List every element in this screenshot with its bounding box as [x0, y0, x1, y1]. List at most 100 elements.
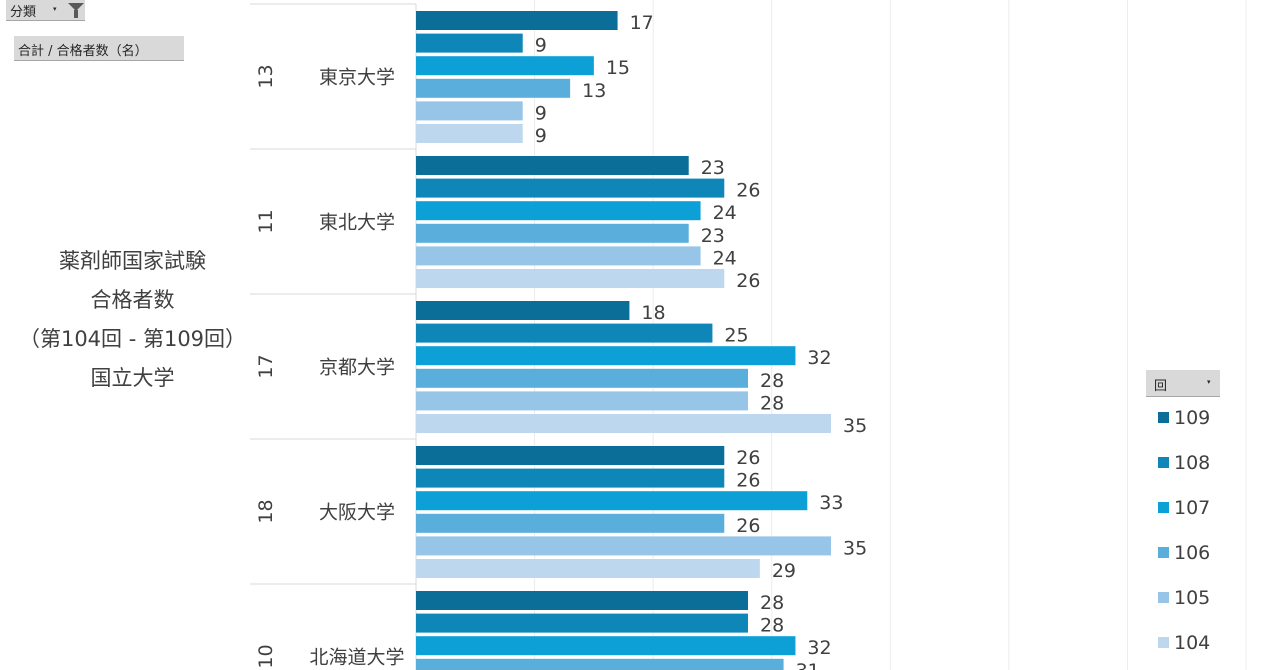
filter-label: 分類: [10, 5, 37, 20]
data-label: 23: [701, 225, 725, 247]
legend-swatch: [1158, 592, 1169, 603]
data-label: 18: [641, 302, 665, 324]
bar: [416, 636, 796, 656]
category-rank-label: 13: [255, 64, 277, 88]
category-rank-label: 17: [255, 354, 277, 378]
bar: [416, 156, 689, 175]
data-label: 24: [713, 202, 737, 224]
bar: [416, 56, 594, 76]
data-label: 13: [582, 80, 606, 102]
bar: [416, 414, 831, 433]
filter-dropdown-icon[interactable]: ▾: [53, 5, 57, 13]
data-label: 28: [760, 392, 784, 414]
data-label: 33: [819, 492, 843, 514]
bar: [416, 301, 630, 320]
legend-swatch: [1158, 637, 1169, 648]
side-title-line-3: （第104回 - 第109回）: [18, 327, 247, 351]
data-label: 29: [772, 560, 796, 582]
legend-item[interactable]: 105: [1158, 587, 1210, 609]
side-title: 薬剤師国家試験 合格者数 （第104回 - 第109回） 国立大学: [0, 242, 265, 398]
category-name-label: 京都大学: [319, 357, 395, 379]
bar: [416, 658, 784, 670]
legend-field-button[interactable]: 回 ▾: [1146, 370, 1220, 397]
data-label: 26: [736, 447, 760, 469]
bar: [416, 11, 618, 30]
value-field-button[interactable]: 合計 / 合格者数（名）: [14, 36, 184, 61]
bar: [416, 613, 748, 633]
category-name-label: 北海道大学: [309, 647, 404, 669]
legend-item[interactable]: 104: [1158, 632, 1210, 654]
bar: [416, 33, 523, 53]
funnel-icon: [68, 3, 84, 11]
data-label: 32: [807, 347, 831, 369]
legend-dropdown-icon[interactable]: ▾: [1207, 378, 1211, 386]
category-rank-label: 10: [255, 644, 277, 668]
funnel-stem: [74, 10, 78, 18]
data-label: 31: [796, 660, 820, 670]
bar: [416, 513, 725, 533]
bar: [416, 559, 760, 578]
legend-swatch: [1158, 412, 1169, 423]
legend-label: 106: [1174, 542, 1211, 564]
data-label: 24: [713, 247, 737, 269]
bar: [416, 269, 725, 288]
bar: [416, 101, 523, 121]
category-separators: [250, 3, 417, 670]
bar: [416, 223, 689, 243]
bar: [416, 78, 571, 98]
category-name-label: 大阪大学: [319, 502, 395, 524]
bar: [416, 201, 701, 221]
legend-swatch: [1158, 502, 1169, 513]
bar: [416, 368, 748, 388]
bar: [416, 468, 725, 488]
bar: [416, 491, 808, 511]
legend-item[interactable]: 106: [1158, 542, 1210, 564]
data-label: 9: [535, 35, 547, 57]
gridlines: [534, 0, 1247, 670]
bars: [416, 11, 831, 670]
data-label: 25: [724, 325, 748, 347]
data-label: 15: [606, 57, 630, 79]
bar: [416, 446, 725, 465]
legend-title: 回: [1154, 379, 1168, 394]
data-label: 17: [630, 12, 654, 34]
bar: [416, 124, 523, 143]
legend-item[interactable]: 108: [1158, 452, 1210, 474]
legend-swatch: [1158, 457, 1169, 468]
legend-label: 107: [1174, 497, 1211, 519]
data-label: 23: [701, 157, 725, 179]
legend-label: 109: [1174, 407, 1211, 429]
category-axis: 13 東京大学 11 東北大学 17 京都大学 18 大阪大学 10 北海道大学: [255, 64, 405, 668]
data-label: 32: [807, 637, 831, 659]
legend-label: 108: [1174, 452, 1211, 474]
data-label: 26: [736, 515, 760, 537]
data-label: 28: [760, 615, 784, 637]
data-label: 28: [760, 592, 784, 614]
bar: [416, 391, 748, 411]
data-label: 35: [843, 415, 867, 437]
bar: [416, 346, 796, 366]
data-label: 28: [760, 370, 784, 392]
legend-label: 105: [1174, 587, 1211, 609]
side-title-line-4: 国立大学: [90, 366, 175, 390]
legend-swatch: [1158, 547, 1169, 558]
filter-button[interactable]: 分類 ▾: [6, 0, 85, 21]
side-title-line-2: 合格者数: [90, 288, 175, 312]
legend-item[interactable]: 109: [1158, 407, 1210, 429]
category-name-label: 東北大学: [319, 212, 395, 234]
data-label: 26: [736, 270, 760, 292]
legend-item[interactable]: 107: [1158, 497, 1210, 519]
data-label: 9: [535, 125, 547, 147]
data-label: 26: [736, 470, 760, 492]
bar: [416, 178, 725, 198]
bar: [416, 323, 713, 343]
category-rank-label: 18: [255, 499, 277, 523]
category-name-label: 東京大学: [319, 67, 395, 89]
legend-label: 104: [1174, 632, 1211, 654]
data-labels: 1791513992326242324261825322828352626332…: [535, 12, 867, 670]
data-label: 9: [535, 102, 547, 124]
bar: [416, 246, 701, 266]
data-label: 26: [736, 180, 760, 202]
bar: [416, 536, 831, 556]
